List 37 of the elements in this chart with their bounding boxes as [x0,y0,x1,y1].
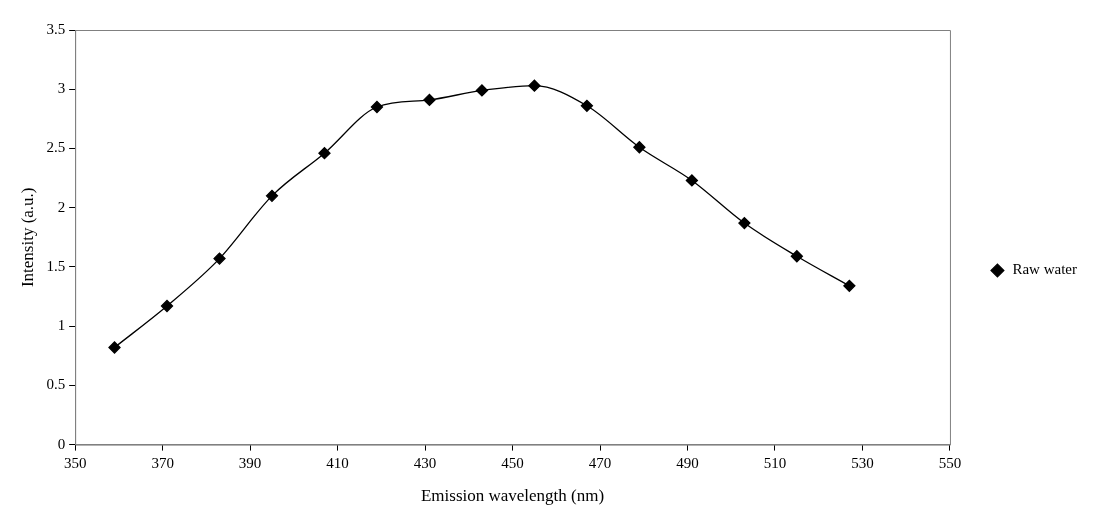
x-tick-label: 350 [63,454,87,471]
point [108,341,121,354]
x-tick-label: 490 [676,454,699,471]
x-tick-label: 530 [851,454,874,471]
y-tick-label: 0 [57,435,66,452]
x-tick-label: 450 [501,454,524,471]
y-tick-label: 3 [57,80,66,97]
point [843,279,856,293]
point [633,141,646,154]
point [685,174,699,187]
y-tick-label: 0.5 [46,376,66,393]
y-tick-label: 2.5 [46,139,66,156]
point [213,252,226,265]
x-tick-label: 410 [326,454,349,471]
x-tick-label: 390 [238,454,262,471]
y-tick-label: 3.5 [46,20,66,37]
x-tick-label: 550 [938,454,962,471]
point [423,93,436,107]
point [528,79,541,92]
legend-label: Raw water [1012,261,1078,278]
y-tick-label: 1.5 [46,257,66,274]
point [370,100,384,114]
y-axis-title: Intensity (a.u.) [17,187,37,288]
point [790,250,804,263]
point [160,299,174,313]
point [738,216,751,230]
point [318,147,331,160]
x-tick-label: 510 [763,454,787,471]
x-axis-title: Emission wavelength (nm) [420,486,605,506]
x-tick-label: 470 [588,454,612,471]
y-tick-label: 1 [57,317,66,334]
x-tick-label: 430 [413,454,437,471]
point [580,99,594,112]
x-tick-label: 370 [151,454,174,471]
point [265,189,279,202]
point [475,84,489,97]
y-tick-label: 2 [57,198,66,215]
